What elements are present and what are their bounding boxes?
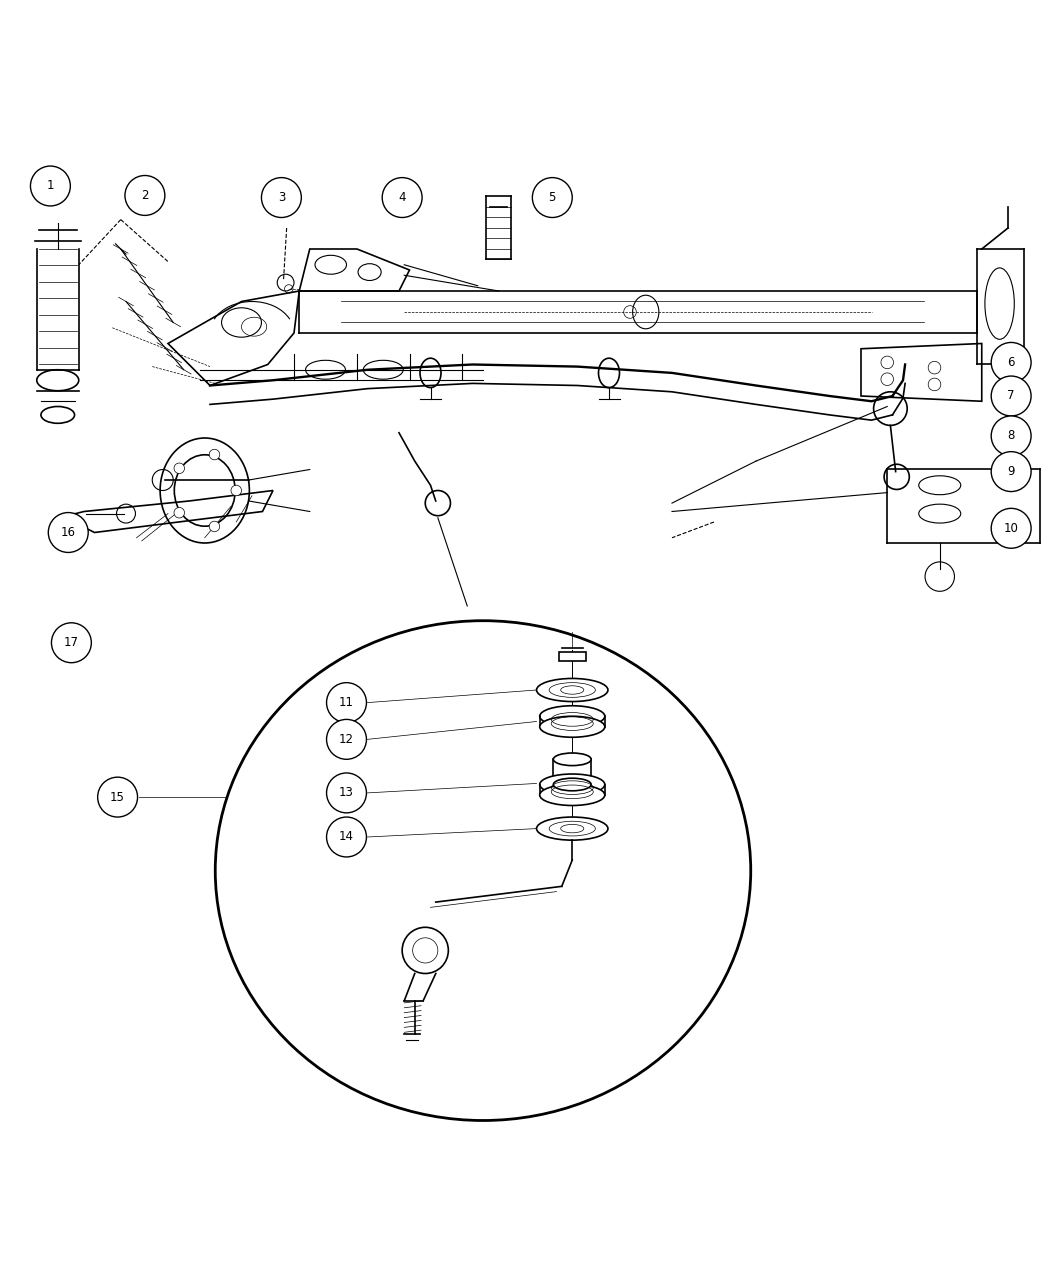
Bar bbox=[553, 760, 591, 784]
Circle shape bbox=[532, 177, 572, 218]
Text: 17: 17 bbox=[64, 636, 79, 649]
Circle shape bbox=[174, 507, 185, 518]
Text: 14: 14 bbox=[339, 830, 354, 844]
Ellipse shape bbox=[540, 717, 605, 737]
Text: 12: 12 bbox=[339, 733, 354, 746]
Circle shape bbox=[327, 817, 366, 857]
Ellipse shape bbox=[537, 817, 608, 840]
Circle shape bbox=[209, 521, 219, 532]
Text: 11: 11 bbox=[339, 696, 354, 709]
Text: 4: 4 bbox=[398, 191, 406, 204]
Text: 7: 7 bbox=[1007, 389, 1015, 403]
Circle shape bbox=[402, 927, 448, 974]
Text: 15: 15 bbox=[110, 790, 125, 803]
Text: 2: 2 bbox=[141, 189, 149, 201]
Text: 3: 3 bbox=[277, 191, 286, 204]
Circle shape bbox=[991, 416, 1031, 456]
Text: 10: 10 bbox=[1004, 521, 1018, 534]
Ellipse shape bbox=[215, 621, 751, 1121]
Text: 16: 16 bbox=[61, 527, 76, 539]
Circle shape bbox=[991, 451, 1031, 492]
Text: 6: 6 bbox=[1007, 356, 1015, 368]
Circle shape bbox=[231, 486, 242, 496]
Ellipse shape bbox=[553, 778, 591, 790]
Ellipse shape bbox=[540, 706, 605, 727]
Circle shape bbox=[327, 773, 366, 813]
Text: 1: 1 bbox=[46, 180, 55, 193]
Circle shape bbox=[125, 176, 165, 215]
Circle shape bbox=[382, 177, 422, 218]
Circle shape bbox=[261, 177, 301, 218]
Ellipse shape bbox=[540, 774, 605, 796]
Text: 8: 8 bbox=[1007, 430, 1015, 442]
Text: 13: 13 bbox=[339, 787, 354, 799]
Circle shape bbox=[48, 513, 88, 552]
Text: 9: 9 bbox=[1007, 465, 1015, 478]
Bar bbox=[559, 653, 586, 660]
Text: 5: 5 bbox=[548, 191, 556, 204]
Circle shape bbox=[174, 463, 185, 473]
Circle shape bbox=[209, 449, 219, 460]
Circle shape bbox=[991, 343, 1031, 382]
Circle shape bbox=[327, 719, 366, 760]
Circle shape bbox=[98, 778, 138, 817]
Ellipse shape bbox=[540, 784, 605, 806]
Circle shape bbox=[51, 622, 91, 663]
Circle shape bbox=[991, 509, 1031, 548]
Circle shape bbox=[327, 682, 366, 723]
Circle shape bbox=[30, 166, 70, 207]
Circle shape bbox=[991, 376, 1031, 416]
Ellipse shape bbox=[537, 678, 608, 701]
Ellipse shape bbox=[553, 754, 591, 765]
